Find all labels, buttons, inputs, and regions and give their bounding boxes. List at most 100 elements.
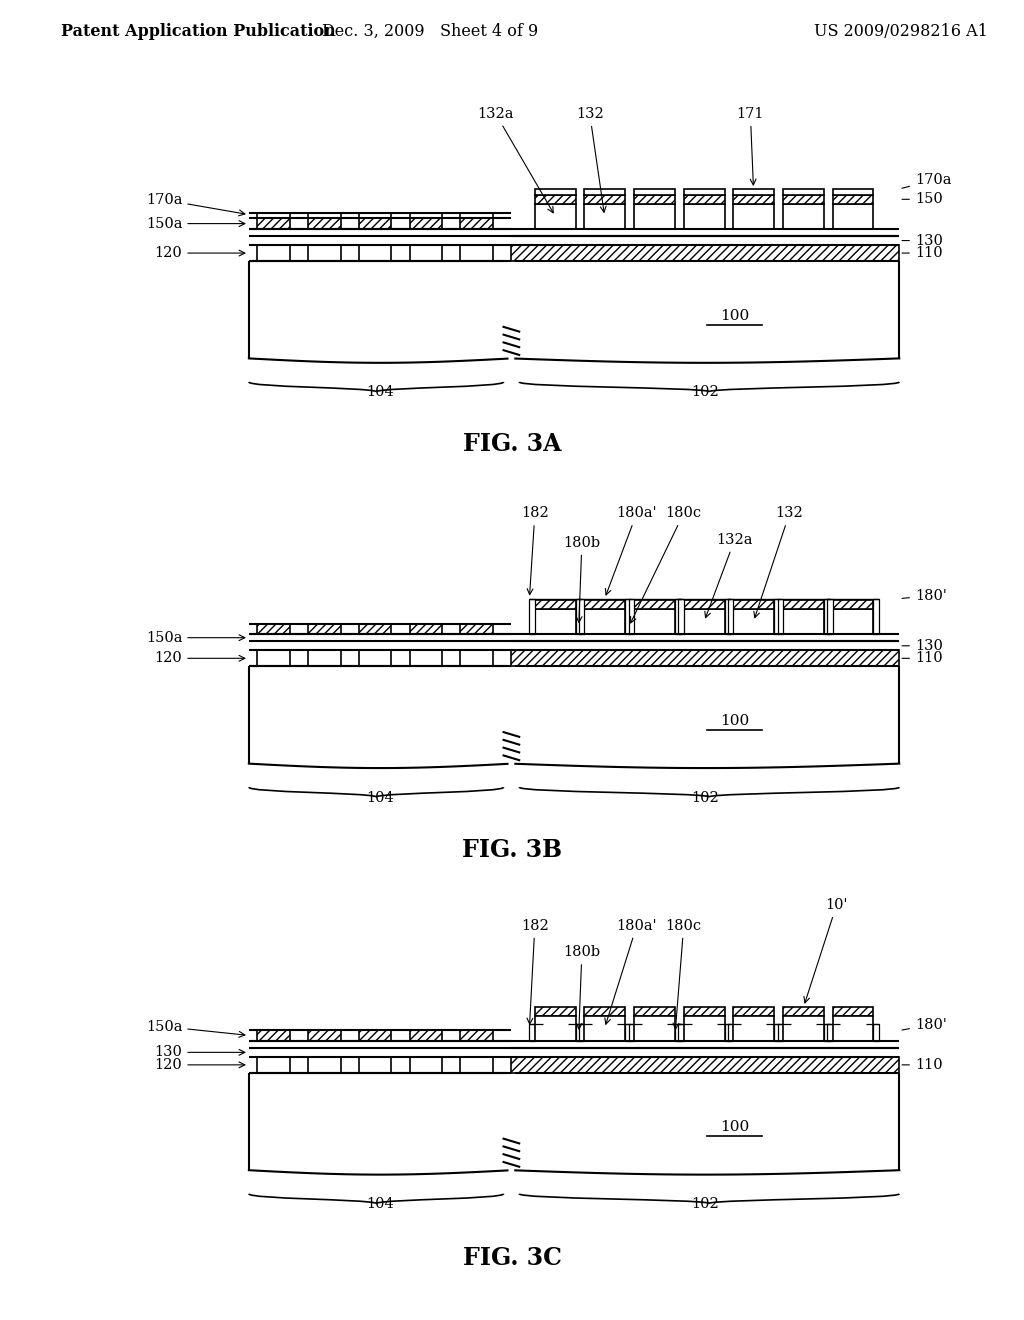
Bar: [257, 246, 290, 261]
Text: FIG. 3A: FIG. 3A: [463, 432, 561, 455]
Bar: [733, 203, 774, 228]
Bar: [684, 189, 725, 195]
Bar: [257, 1030, 290, 1040]
Text: FIG. 3C: FIG. 3C: [463, 1246, 561, 1270]
Bar: [827, 599, 833, 634]
Bar: [824, 1024, 829, 1040]
Text: 180': 180': [902, 1018, 947, 1032]
Bar: [410, 651, 442, 667]
Bar: [675, 1024, 681, 1040]
Bar: [635, 189, 675, 195]
Bar: [585, 1015, 625, 1040]
Bar: [307, 623, 341, 634]
Bar: [511, 651, 899, 667]
Text: Patent Application Publication: Patent Application Publication: [61, 24, 336, 40]
Bar: [725, 599, 730, 634]
Bar: [824, 599, 829, 634]
Bar: [635, 609, 675, 634]
Text: 170a: 170a: [902, 173, 951, 189]
Text: 182: 182: [521, 506, 549, 594]
Text: 100: 100: [720, 1121, 750, 1134]
Bar: [833, 195, 873, 203]
Text: 132a: 132a: [705, 533, 753, 618]
Text: 180b: 180b: [563, 945, 600, 1030]
Bar: [778, 1024, 783, 1040]
Text: 180c: 180c: [631, 506, 701, 623]
Bar: [410, 1057, 442, 1073]
Text: 180a': 180a': [605, 506, 657, 595]
Text: 104: 104: [367, 1197, 394, 1210]
Bar: [783, 1015, 824, 1040]
Bar: [585, 601, 625, 609]
Text: Dec. 3, 2009   Sheet 4 of 9: Dec. 3, 2009 Sheet 4 of 9: [322, 24, 539, 40]
Bar: [461, 1030, 494, 1040]
Bar: [585, 195, 625, 203]
Text: 130: 130: [902, 639, 943, 653]
Bar: [678, 1024, 684, 1040]
Text: 150a: 150a: [145, 631, 245, 644]
Bar: [684, 1007, 725, 1015]
Text: 170a: 170a: [145, 193, 245, 215]
Bar: [778, 599, 783, 634]
Bar: [585, 189, 625, 195]
Bar: [684, 195, 725, 203]
Bar: [529, 599, 535, 634]
Bar: [410, 1030, 442, 1040]
Text: 150a: 150a: [145, 216, 245, 231]
Text: 132: 132: [754, 506, 804, 618]
Bar: [535, 609, 575, 634]
Bar: [629, 599, 635, 634]
Bar: [535, 1007, 575, 1015]
Bar: [579, 599, 585, 634]
Bar: [684, 601, 725, 609]
Bar: [358, 651, 391, 667]
Bar: [358, 246, 391, 261]
Bar: [461, 1057, 494, 1073]
Text: 180': 180': [902, 589, 947, 603]
Bar: [725, 1024, 730, 1040]
Text: 132a: 132a: [477, 107, 553, 213]
Text: 10': 10': [804, 898, 848, 1003]
Text: 102: 102: [691, 385, 719, 399]
Bar: [257, 1057, 290, 1073]
Bar: [783, 1007, 824, 1015]
Bar: [511, 246, 899, 261]
Text: 120: 120: [155, 246, 245, 260]
Bar: [529, 1024, 535, 1040]
Bar: [833, 609, 873, 634]
Bar: [635, 1015, 675, 1040]
Bar: [833, 1015, 873, 1040]
Bar: [535, 1015, 575, 1040]
Bar: [733, 1015, 774, 1040]
Text: 171: 171: [736, 107, 764, 185]
Bar: [257, 651, 290, 667]
Bar: [307, 1030, 341, 1040]
Bar: [461, 213, 494, 218]
Bar: [629, 1024, 635, 1040]
Text: 102: 102: [691, 1197, 719, 1210]
Bar: [833, 203, 873, 228]
Text: 102: 102: [691, 791, 719, 804]
Text: US 2009/0298216 A1: US 2009/0298216 A1: [814, 24, 988, 40]
Bar: [535, 195, 575, 203]
Bar: [625, 1024, 631, 1040]
Bar: [684, 1015, 725, 1040]
Bar: [585, 609, 625, 634]
Bar: [585, 203, 625, 228]
Text: 110: 110: [902, 1057, 942, 1072]
Bar: [833, 1007, 873, 1015]
Text: 180c: 180c: [666, 919, 701, 1030]
Text: 104: 104: [367, 791, 394, 804]
Bar: [625, 599, 631, 634]
Bar: [783, 203, 824, 228]
Bar: [635, 203, 675, 228]
Bar: [358, 623, 391, 634]
Bar: [774, 599, 779, 634]
Bar: [307, 246, 341, 261]
Text: 150a: 150a: [145, 1019, 245, 1038]
Text: FIG. 3B: FIG. 3B: [462, 838, 562, 862]
Text: 104: 104: [367, 385, 394, 399]
Bar: [410, 218, 442, 228]
Bar: [774, 1024, 779, 1040]
Text: 110: 110: [902, 246, 942, 260]
